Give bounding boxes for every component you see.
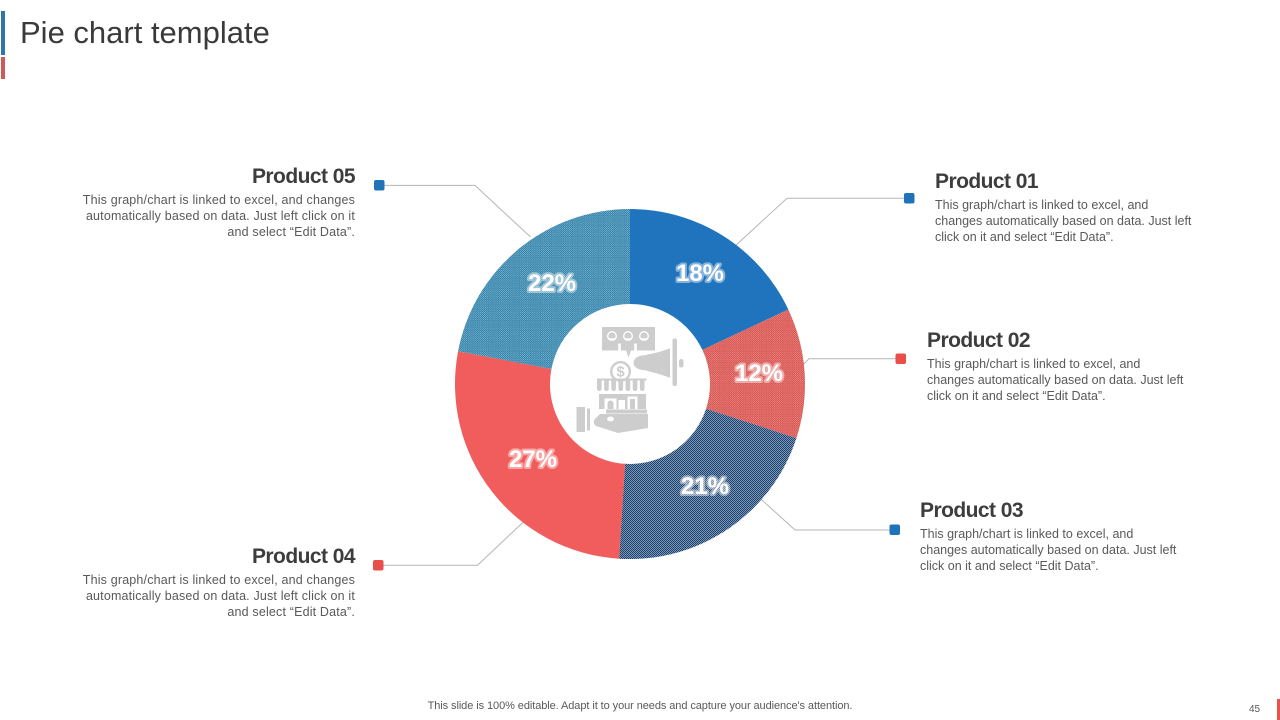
svg-text:22%: 22% [528, 270, 576, 297]
svg-text:12%: 12% [735, 360, 783, 387]
svg-text:22%: 22% [528, 270, 576, 297]
svg-text:21%: 21% [681, 473, 729, 500]
svg-text:27%: 27% [509, 446, 557, 473]
svg-text:$: $ [616, 364, 625, 381]
svg-text:18%: 18% [676, 260, 724, 287]
svg-text:12%: 12% [735, 360, 783, 387]
svg-text:27%: 27% [509, 446, 557, 473]
svg-text:21%: 21% [681, 473, 729, 500]
svg-text:18%: 18% [676, 260, 724, 287]
